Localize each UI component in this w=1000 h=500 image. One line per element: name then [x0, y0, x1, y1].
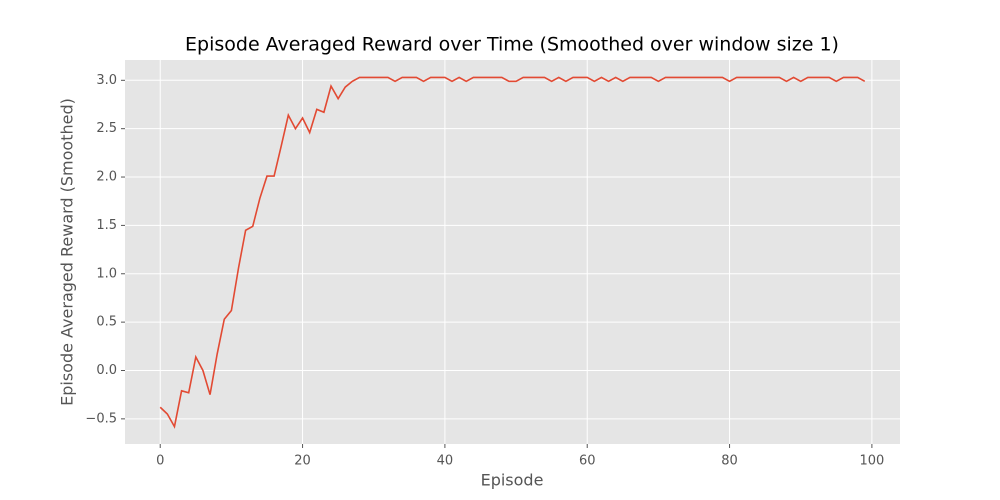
x-tick-label: 60 [579, 454, 596, 469]
grid [125, 60, 900, 444]
y-tick-label: −0.5 [85, 411, 117, 426]
chart-title: Episode Averaged Reward over Time (Smoot… [185, 34, 839, 56]
x-tick-label: 0 [156, 454, 164, 469]
y-tick-label: 1.5 [96, 218, 117, 233]
marks [159, 76, 866, 429]
plot-area [125, 60, 900, 444]
x-tick-label: 80 [721, 454, 738, 469]
x-tick-label: 40 [437, 454, 454, 469]
x-axis-label: Episode [481, 471, 544, 490]
y-tick-label: 3.0 [96, 73, 117, 88]
x-tick-label: 20 [294, 454, 311, 469]
y-tick-label: 1.0 [96, 266, 117, 281]
x-tick-label: 100 [859, 454, 884, 469]
line [159, 76, 866, 429]
y-tick-label: 0.5 [96, 315, 117, 330]
y-axis-label: Episode Averaged Reward (Smoothed) [58, 98, 77, 406]
y-tick-label: 2.5 [96, 121, 117, 136]
y-tick-label: 2.0 [96, 170, 117, 185]
y-tick-label: 0.0 [96, 363, 117, 378]
